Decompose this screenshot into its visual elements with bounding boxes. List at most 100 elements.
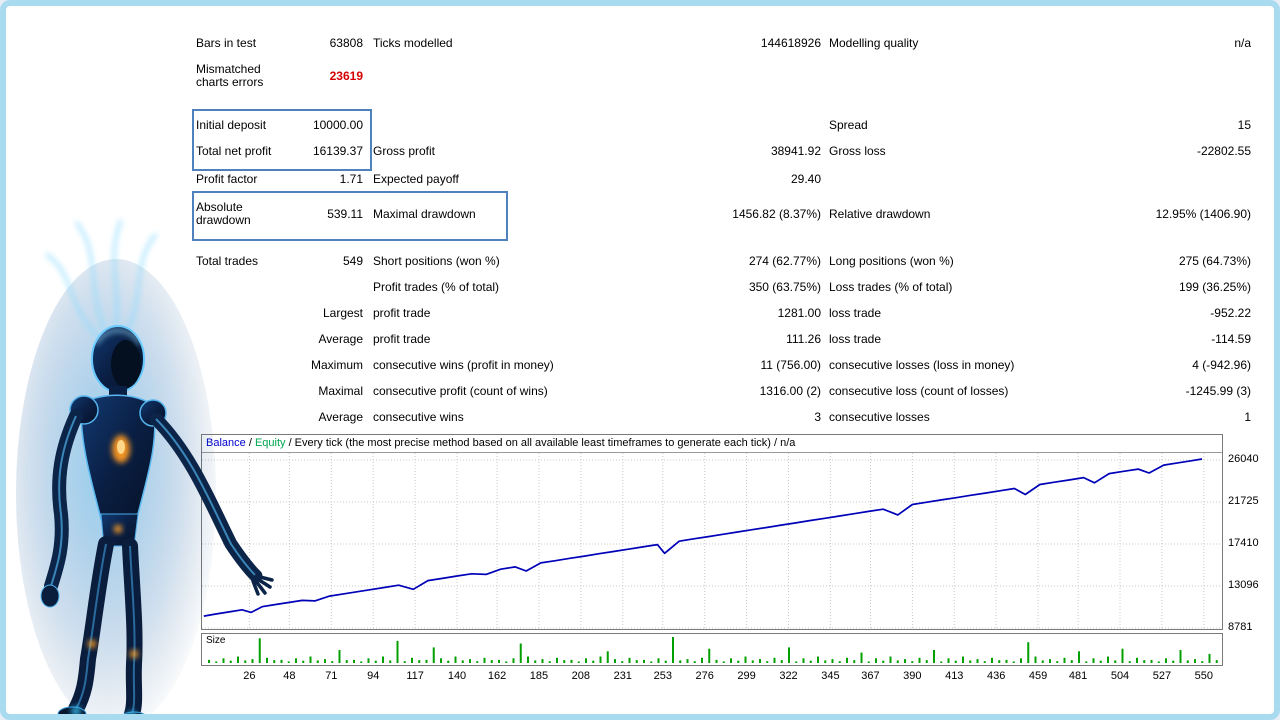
size-bar	[628, 657, 631, 663]
size-bar	[715, 659, 718, 663]
size-bar	[918, 657, 921, 663]
stat-label: Bars in test	[196, 35, 257, 50]
size-bar	[860, 652, 863, 663]
robot-torso	[80, 394, 156, 520]
size-bar	[882, 660, 885, 663]
size-bar	[1063, 657, 1066, 663]
x-tick-label: 459	[1028, 670, 1048, 682]
stat-label: Total net profit	[196, 143, 272, 158]
size-bar	[541, 659, 544, 663]
size-chart-svg	[208, 637, 1218, 663]
size-bar	[896, 660, 899, 663]
size-bar	[447, 660, 450, 663]
robot-hips	[100, 513, 139, 547]
size-bar	[374, 660, 377, 663]
size-bar	[802, 658, 805, 663]
stat-label: Loss trades (% of total)	[829, 279, 953, 294]
size-bar	[556, 657, 558, 663]
x-tick-label: 231	[613, 670, 632, 682]
size-bar	[809, 660, 812, 663]
stat-label: consecutive loss (count of losses)	[829, 383, 1009, 398]
stat-value: 275 (64.73%)	[1178, 253, 1251, 268]
x-tick-label: 185	[529, 670, 549, 682]
size-bar	[773, 657, 776, 663]
stat-value: 16139.37	[312, 143, 363, 158]
size-bar	[737, 660, 740, 663]
x-tick-label: 504	[1110, 670, 1130, 682]
size-bar	[222, 658, 225, 663]
size-bar	[353, 659, 355, 663]
x-tick-label: 208	[571, 670, 591, 682]
stat-label: Profit trades (% of total)	[373, 279, 500, 294]
stat-label: Expected payoff	[373, 171, 459, 186]
size-bar	[389, 660, 392, 663]
x-tick-label: 527	[1152, 670, 1172, 682]
x-tick-label: 253	[653, 670, 672, 682]
y-tick-label: 8781	[1228, 621, 1253, 633]
x-tick-label: 413	[945, 670, 964, 682]
size-bar	[345, 660, 348, 663]
size-bar	[933, 650, 935, 663]
size-bar	[1121, 648, 1124, 663]
table-row: Total trades 549 Short positions (won %)…	[196, 248, 1251, 274]
stat-value: 111.26	[786, 331, 821, 346]
y-axis-labels: 26040 21725 17410 13096 8781	[1228, 434, 1274, 644]
stat-label: consecutive profit (count of wins)	[373, 383, 548, 398]
x-tick-label: 276	[695, 670, 714, 682]
stat-label: Average	[318, 409, 363, 424]
stat-value: 274 (62.77%)	[748, 253, 821, 268]
x-tick-label: 140	[447, 670, 467, 682]
size-bar	[324, 659, 326, 663]
stat-label: consecutive wins	[373, 409, 464, 424]
size-bar	[519, 643, 522, 663]
size-bar	[418, 660, 421, 663]
size-bar	[1186, 660, 1189, 663]
size-bar	[701, 657, 703, 663]
size-bar	[1165, 658, 1167, 663]
x-tick-label: 71	[325, 670, 338, 682]
size-bar	[1150, 659, 1153, 663]
size-bar	[672, 637, 674, 663]
size-bar	[411, 657, 413, 663]
stat-value: 1316.00 (2)	[759, 383, 821, 398]
size-bar	[998, 660, 1001, 663]
size-bar	[991, 657, 993, 663]
y-tick-label: 26040	[1228, 453, 1259, 465]
size-bar	[744, 656, 747, 663]
size-bar	[1143, 660, 1146, 663]
stat-label: Short positions (won %)	[373, 253, 500, 268]
stat-label: Largest	[322, 305, 363, 320]
size-bar	[693, 661, 696, 663]
size-bar	[838, 661, 841, 663]
x-tick-label: 162	[487, 670, 507, 682]
size-bar	[527, 656, 529, 663]
size-bar	[1078, 651, 1080, 663]
robot-left-arm	[44, 409, 83, 593]
size-bar	[280, 659, 283, 663]
size-bar	[563, 660, 566, 663]
y-tick-label: 21725	[1228, 495, 1259, 507]
stat-value: 350 (63.75%)	[748, 279, 821, 294]
table-row: Total net profit 16139.37 Gross profit 3…	[196, 138, 1251, 164]
size-bar	[795, 661, 798, 663]
size-bar	[875, 658, 877, 663]
size-bar	[766, 661, 769, 663]
x-tick-label: 436	[986, 670, 1006, 682]
size-bar	[338, 650, 341, 663]
size-bar	[635, 660, 638, 663]
size-bar	[403, 661, 406, 663]
stat-label: Maximum	[310, 357, 363, 372]
table-row: Bars in test 63808 Ticks modelled 144618…	[196, 30, 1251, 56]
table-row: Profit trades (% of total) 350 (63.75%) …	[196, 274, 1251, 300]
table-row: Profit factor 1.71 Expected payoff 29.40	[196, 166, 1251, 192]
size-bar	[534, 660, 537, 663]
stat-value: -952.22	[1210, 305, 1251, 320]
size-bar	[331, 661, 334, 663]
size-bar	[954, 660, 957, 663]
y-tick-label: 17410	[1228, 537, 1259, 549]
x-tick-label: 94	[367, 670, 380, 682]
stat-value: 144618926	[760, 35, 821, 50]
size-bar	[483, 657, 486, 663]
robot-glow	[16, 259, 216, 714]
stat-label: Relative drawdown	[829, 206, 931, 221]
